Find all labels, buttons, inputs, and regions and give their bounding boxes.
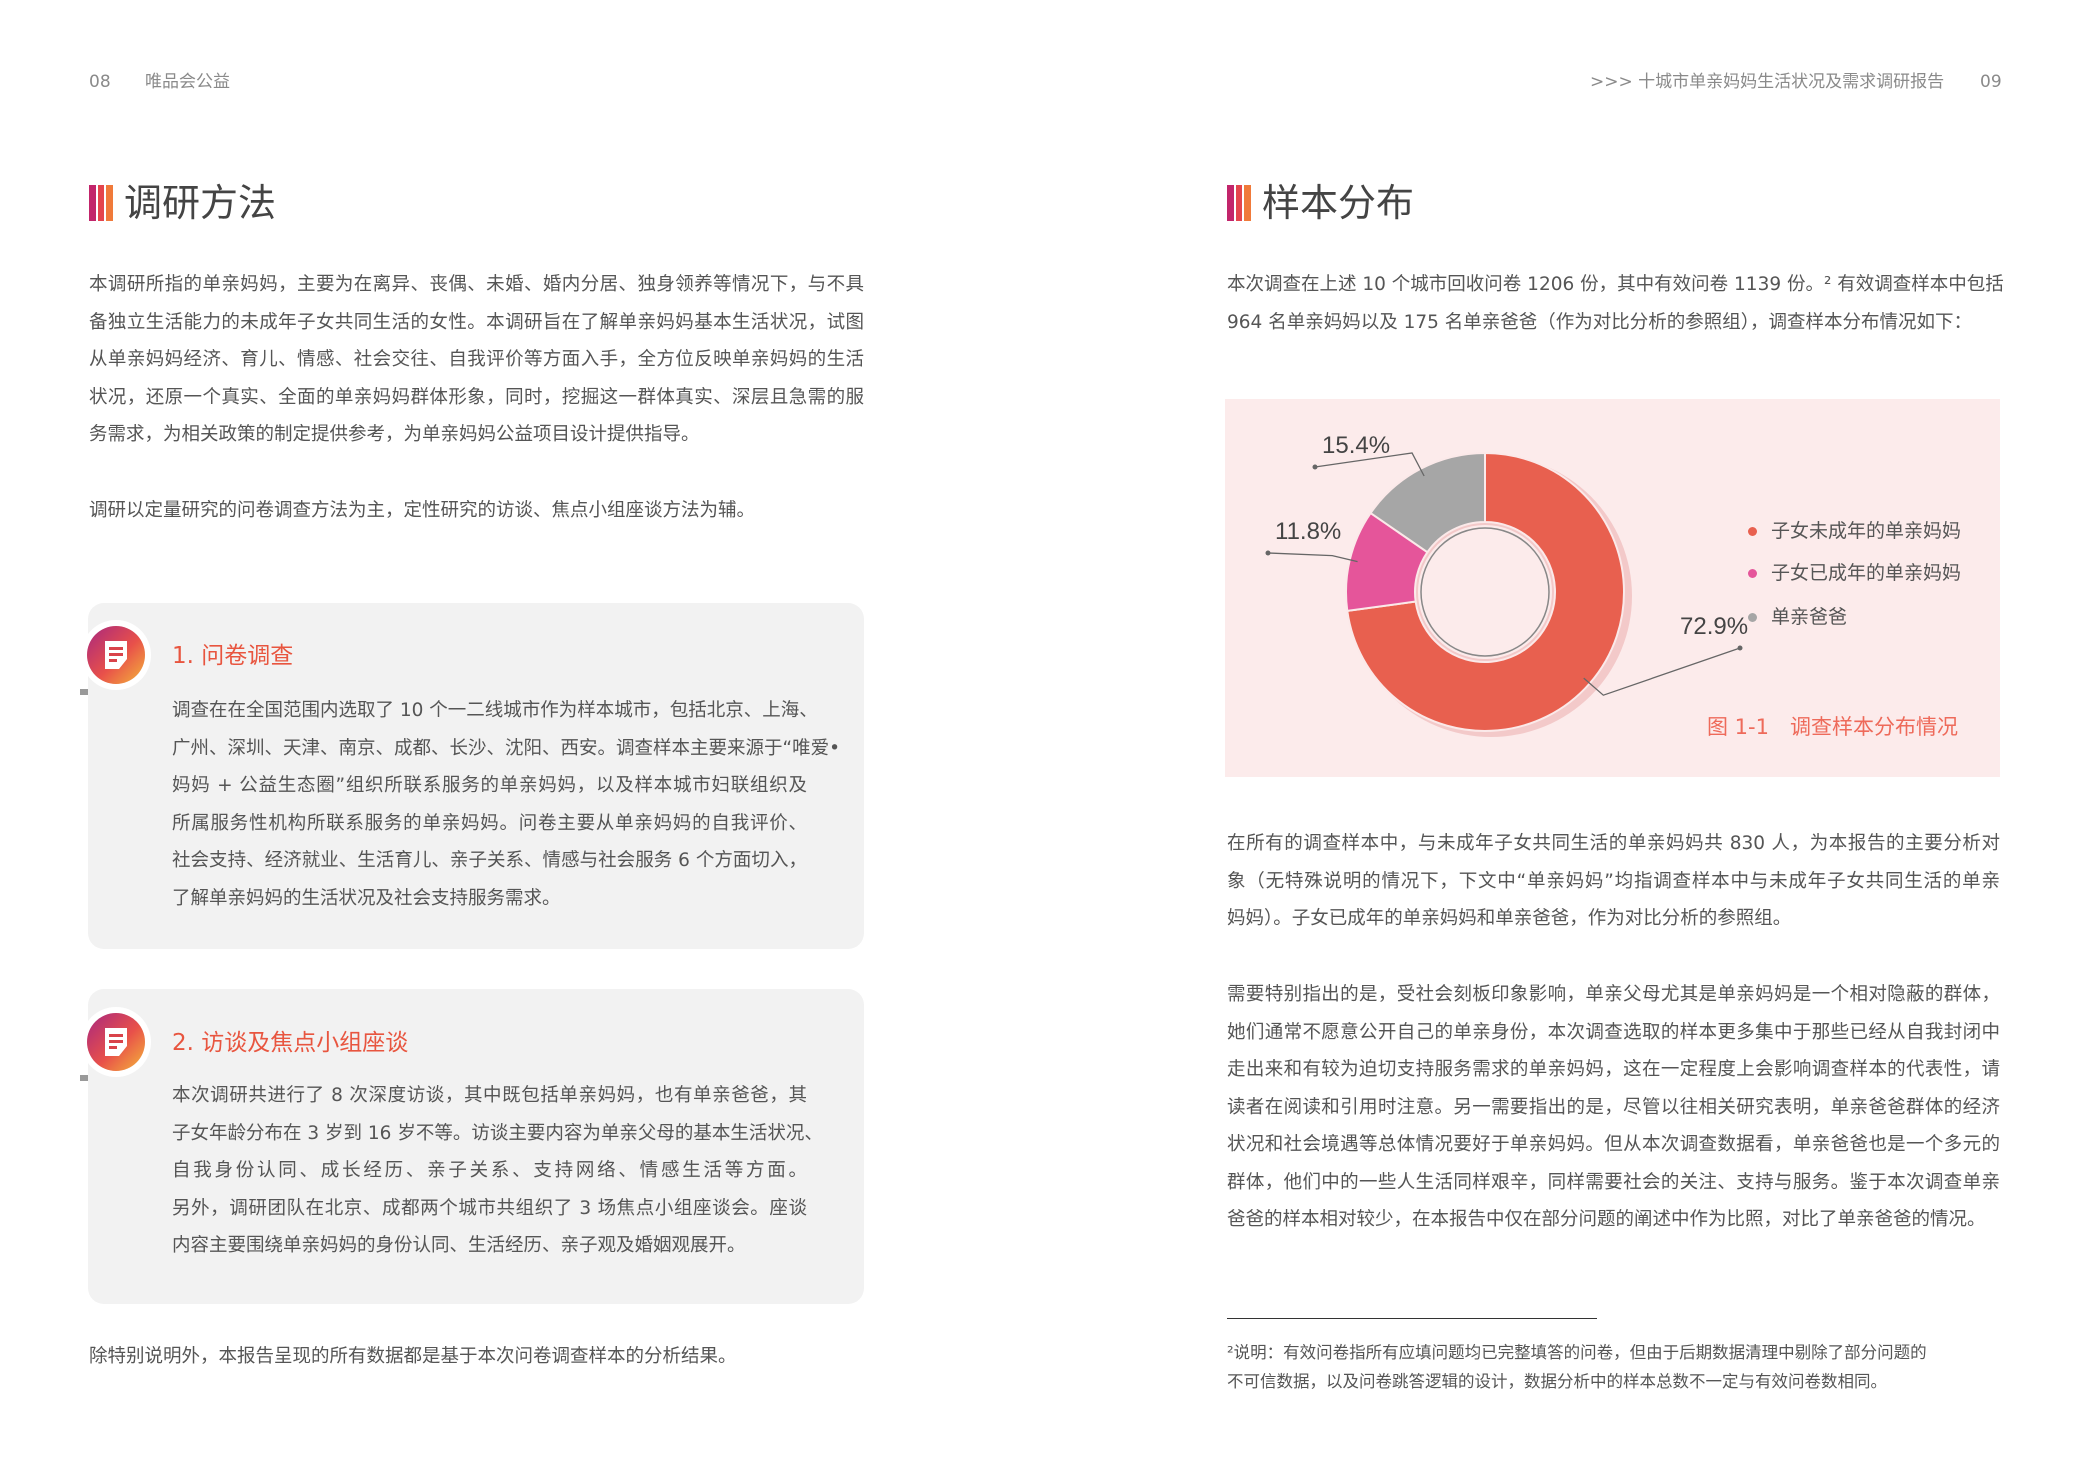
card-notch bbox=[80, 1075, 88, 1081]
chart-caption: 图 1-1 调查样本分布情况 bbox=[1707, 715, 1958, 739]
intro-paragraph: 本调研所指的单亲妈妈，主要为在离异、丧偶、未婚、婚内分居、独身领养等情况下，与不… bbox=[89, 266, 864, 454]
title-bar-icon bbox=[1227, 185, 1252, 221]
data-label: 15.4% bbox=[1322, 432, 1390, 459]
leader-dot bbox=[1265, 550, 1271, 556]
card-title-interviews: 2. 访谈及焦点小组座谈 bbox=[172, 1030, 409, 1056]
leader-line bbox=[1583, 647, 1741, 696]
leader-dot bbox=[1312, 464, 1318, 470]
text-line: 群体，他们中的一些人生活同样艰辛，同样需要社会的关注、支持与服务。鉴于本次调查单… bbox=[1227, 1171, 2000, 1193]
text-line: 内容主要围绕单亲妈妈的身份认同、生活经历、亲子观及婚姻观展开。 bbox=[172, 1235, 746, 1256]
donut-slice bbox=[1346, 451, 1625, 732]
text-line: 广州、深圳、天津、南京、成都、长沙、沈阳、西安。调查样本主要来源于“唯爱• bbox=[172, 737, 840, 759]
data-label: 11.8% bbox=[1275, 518, 1341, 545]
method-summary: 调研以定量研究的问卷调查方法为主，定性研究的访谈、焦点小组座谈方法为辅。 bbox=[89, 492, 755, 530]
closing-note: 除特别说明外，本报告呈现的所有数据都是基于本次问卷调查样本的分析结果。 bbox=[89, 1338, 737, 1376]
footnote: ²说明：有效问卷指所有应填问题均已完整填答的问卷，但由于后期数据清理中剔除了部分… bbox=[1227, 1338, 1927, 1396]
card-questionnaire bbox=[88, 603, 864, 949]
text-line: 自我身份认同、成长经历、亲子关系、支持网络、情感生活等方面。 bbox=[172, 1160, 807, 1181]
card-body-interviews: 本次调研共进行了 8 次深度访谈，其中既包括单亲妈妈，也有单亲爸爸，其 子女年龄分… bbox=[172, 1077, 823, 1265]
running-title: >>> 十城市单亲妈妈生活状况及需求调研报告 bbox=[1590, 72, 1945, 92]
text-line: 另外，调研团队在北京、成都两个城市共组织了 3 场焦点小组座谈会。座谈 bbox=[172, 1197, 807, 1219]
sample-paragraph-2: 在所有的调查样本中，与未成年子女共同生活的单亲妈妈共 830 人，为本报告的主要… bbox=[1227, 825, 2000, 938]
text-line: 本次调查在上述 10 个城市回收问卷 1206 份，其中有效问卷 1139 份。… bbox=[1227, 274, 2004, 295]
text-line: 所属服务性机构所联系服务的单亲妈妈。问卷主要从单亲妈妈的自我评价、 bbox=[172, 812, 807, 834]
section-title-sample: 样本分布 bbox=[1262, 181, 1415, 225]
legend-item: 单亲爸爸 bbox=[1748, 604, 1847, 630]
text-line: 调查在在全国范围内选取了 10 个一二线城市作为样本城市，包括北京、上海、 bbox=[172, 700, 818, 721]
text-line: 社会支持、经济就业、生活育儿、亲子关系、情感与社会服务 6 个方面切入， bbox=[172, 850, 807, 871]
leader-line bbox=[1314, 452, 1425, 477]
text-line: 她们通常不愿意公开自己的单亲身份，本次调查选取的样本更多集中于那些已经从自我封闭… bbox=[1227, 1021, 2000, 1043]
text-line: 走出来和有较为迫切支持服务需求的单亲妈妈，这在一定程度上会影响调查样本的代表性，… bbox=[1227, 1059, 2000, 1080]
method-summary-text: 调研以定量研究的问卷调查方法为主，定性研究的访谈、焦点小组座谈方法为辅。 bbox=[89, 500, 756, 521]
text-line: 了解单亲妈妈的生活状况及社会支持服务需求。 bbox=[172, 887, 561, 909]
donut-slice bbox=[1369, 451, 1486, 554]
text-line: 状况，还原一个真实、全面的单亲妈妈群体形象，同时，挖掘这一群体真实、深层且急需的… bbox=[89, 386, 864, 408]
document-icon bbox=[87, 626, 145, 684]
document-icon bbox=[87, 1013, 145, 1071]
legend-dot bbox=[1748, 569, 1757, 578]
section-title-methods: 调研方法 bbox=[124, 181, 277, 225]
leader-dot bbox=[1737, 645, 1743, 651]
legend-label: 子女已成年的单亲妈妈 bbox=[1771, 562, 1962, 584]
legend-dot bbox=[1748, 613, 1757, 622]
closing-note-text: 除特别说明外，本报告呈现的所有数据都是基于本次问卷调查样本的分析结果。 bbox=[89, 1346, 737, 1367]
text-line: 子女年龄分布在 3 岁到 16 岁不等。访谈主要内容为单亲父母的基本生活状况、 bbox=[172, 1122, 823, 1144]
card-interviews bbox=[88, 989, 864, 1304]
text-line: 本调研所指的单亲妈妈，主要为在离异、丧偶、未婚、婚内分居、独身领养等情况下，与不… bbox=[89, 274, 864, 295]
legend-label: 单亲爸爸 bbox=[1771, 606, 1848, 628]
text-line: 妈妈 + 公益生态圈”组织所联系服务的单亲妈妈，以及样本城市妇联组织及 bbox=[172, 775, 807, 796]
text-line: 状况和社会境遇等总体情况要好于单亲妈妈。但从本次调查数据看，单亲爸爸也是一个多元… bbox=[1227, 1134, 2000, 1155]
donut-inner-ring bbox=[1420, 527, 1550, 657]
legend-dot bbox=[1748, 527, 1757, 536]
card-body-questionnaire: 调查在在全国范围内选取了 10 个一二线城市作为样本城市，包括北京、上海、广州、… bbox=[172, 692, 840, 917]
text-line: 在所有的调查样本中，与未成年子女共同生活的单亲妈妈共 830 人，为本报告的主要… bbox=[1227, 833, 2000, 854]
text-line: 从单亲妈妈经济、育儿、情感、社会交往、自我评价等方面入手，全方位反映单亲妈妈的生… bbox=[89, 349, 864, 370]
text-line: 备独立生活能力的未成年子女共同生活的女性。本调研旨在了解单亲妈妈基本生活状况，试… bbox=[89, 311, 864, 333]
donut-chart: 72.9% 11.8% 15.4% bbox=[1265, 432, 1748, 737]
brand-label: 唯品会公益 bbox=[145, 72, 230, 92]
text-line: 本次调研共进行了 8 次深度访谈，其中既包括单亲妈妈，也有单亲爸爸，其 bbox=[172, 1085, 807, 1106]
text-line: ²说明：有效问卷指所有应填问题均已完整填答的问卷，但由于后期数据清理中剔除了部分… bbox=[1227, 1343, 1927, 1362]
card-title-questionnaire: 1. 问卷调查 bbox=[172, 643, 294, 669]
sample-intro: 本次调查在上述 10 个城市回收问卷 1206 份，其中有效问卷 1139 份。… bbox=[1227, 266, 2004, 341]
text-line: 妈妈）。子女已成年的单亲妈妈和单亲爸爸，作为对比分析的参照组。 bbox=[1227, 908, 1792, 929]
legend-item: 子女已成年的单亲妈妈 bbox=[1748, 560, 1961, 586]
sample-paragraph-3: 需要特别指出的是，受社会刻板印象影响，单亲父母尤其是单亲妈妈是一个相对隐蔽的群体… bbox=[1227, 976, 2000, 1239]
legend-item: 子女未成年的单亲妈妈 bbox=[1748, 518, 1961, 544]
text-line: 不可信数据，以及问卷跳答逻辑的设计，数据分析中的样本总数不一定与有效问卷数相同。 bbox=[1227, 1372, 1887, 1391]
text-line: 964 名单亲妈妈以及 175 名单亲爸爸（作为对比分析的参照组），调查样本分布… bbox=[1227, 311, 1973, 333]
page-number-right: 09 bbox=[1980, 72, 2002, 92]
title-bar-icon bbox=[89, 185, 114, 221]
text-line: 务需求，为相关政策的制定提供参考，为单亲妈妈公益项目设计提供指导。 bbox=[89, 424, 700, 445]
donut-hole bbox=[1418, 525, 1552, 659]
card-notch bbox=[80, 689, 88, 695]
legend-label: 子女未成年的单亲妈妈 bbox=[1771, 520, 1962, 542]
text-line: 爸爸的样本相对较少，在本报告中仅在部分问题的阐述中作为比照，对比了单亲爸爸的情况… bbox=[1227, 1209, 1986, 1230]
leader-line bbox=[1267, 552, 1358, 563]
footnote-divider bbox=[1227, 1318, 1597, 1319]
page-number-left: 08 bbox=[89, 72, 111, 92]
text-line: 需要特别指出的是，受社会刻板印象影响，单亲父母尤其是单亲妈妈是一个相对隐蔽的群体… bbox=[1227, 984, 2000, 1005]
text-line: 象（无特殊说明的情况下，下文中“单亲妈妈”均指调查样本中与未成年子女共同生活的单… bbox=[1227, 870, 2000, 892]
data-label: 72.9% bbox=[1680, 613, 1748, 640]
text-line: 读者在阅读和引用时注意。另一需要指出的是，尽管以往相关研究表明，单亲爸爸群体的经… bbox=[1227, 1096, 2000, 1118]
